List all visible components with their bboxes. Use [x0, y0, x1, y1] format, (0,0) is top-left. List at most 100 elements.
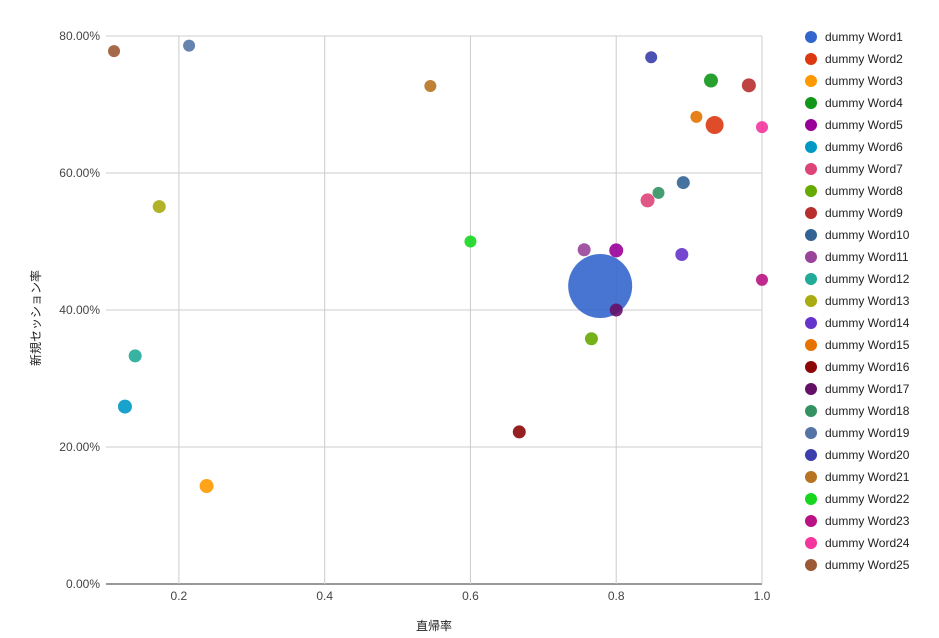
- legend-item: dummy Word19: [800, 422, 935, 444]
- y-tick-label: 20.00%: [59, 440, 100, 454]
- legend-item: dummy Word23: [800, 510, 935, 532]
- y-axis-title: 新規セッション率: [28, 270, 43, 366]
- legend-item: dummy Word18: [800, 400, 935, 422]
- legend-item: dummy Word1: [800, 26, 935, 48]
- legend-marker: [805, 339, 817, 351]
- legend-item: dummy Word5: [800, 114, 935, 136]
- legend-item: dummy Word11: [800, 246, 935, 268]
- legend-marker: [805, 229, 817, 241]
- legend-label: dummy Word13: [825, 294, 910, 308]
- legend-marker: [805, 493, 817, 505]
- data-point-13: [152, 200, 166, 214]
- data-points-layer: [108, 39, 768, 494]
- data-point-16: [512, 425, 526, 439]
- legend-item: dummy Word15: [800, 334, 935, 356]
- legend-marker: [805, 141, 817, 153]
- data-point-1: [568, 254, 633, 319]
- legend-marker: [805, 449, 817, 461]
- data-point-18: [652, 186, 665, 199]
- y-tick-label: 60.00%: [59, 166, 100, 180]
- x-tick-label: 0.2: [171, 589, 188, 603]
- legend-marker: [805, 75, 817, 87]
- legend-label: dummy Word10: [825, 228, 910, 242]
- data-point-21: [424, 80, 437, 93]
- x-tick-label: 0.8: [608, 589, 625, 603]
- legend-item: dummy Word24: [800, 532, 935, 554]
- legend-label: dummy Word16: [825, 360, 910, 374]
- legend-marker: [805, 361, 817, 373]
- legend-item: dummy Word20: [800, 444, 935, 466]
- data-point-22: [464, 235, 477, 248]
- legend-item: dummy Word2: [800, 48, 935, 70]
- legend-item: dummy Word9: [800, 202, 935, 224]
- data-point-10: [676, 176, 690, 190]
- legend-label: dummy Word8: [825, 184, 903, 198]
- x-axis-title: 直帰率: [416, 618, 452, 633]
- data-point-19: [183, 39, 196, 52]
- y-tick-label: 40.00%: [59, 303, 100, 317]
- legend-label: dummy Word19: [825, 426, 910, 440]
- legend-label: dummy Word21: [825, 470, 910, 484]
- legend-label: dummy Word20: [825, 448, 910, 462]
- legend-label: dummy Word7: [825, 162, 903, 176]
- legend-marker: [805, 537, 817, 549]
- x-tick-label: 0.6: [462, 589, 479, 603]
- legend-item: dummy Word12: [800, 268, 935, 290]
- data-point-4: [703, 73, 718, 88]
- data-point-7: [640, 193, 655, 208]
- data-point-17: [609, 303, 623, 317]
- legend-label: dummy Word14: [825, 316, 910, 330]
- data-point-12: [128, 349, 142, 363]
- legend-marker: [805, 251, 817, 263]
- legend-marker: [805, 97, 817, 109]
- data-point-14: [675, 248, 689, 262]
- legend-marker: [805, 163, 817, 175]
- axis-layer: 0.00% 20.00% 40.00% 60.00% 80.00% 0.2 0.4 0.6 0.…: [59, 29, 770, 603]
- x-tick-label: 1.0: [754, 589, 771, 603]
- legend-item: dummy Word3: [800, 70, 935, 92]
- legend-marker: [805, 273, 817, 285]
- legend-marker: [805, 185, 817, 197]
- legend-item: dummy Word22: [800, 488, 935, 510]
- data-point-25: [108, 45, 121, 58]
- legend-item: dummy Word7: [800, 158, 935, 180]
- legend-item: dummy Word14: [800, 312, 935, 334]
- data-point-8: [584, 332, 598, 346]
- legend-label: dummy Word11: [825, 250, 909, 264]
- legend-item: dummy Word8: [800, 180, 935, 202]
- legend-item: dummy Word17: [800, 378, 935, 400]
- legend-marker: [805, 31, 817, 43]
- legend-item: dummy Word6: [800, 136, 935, 158]
- legend-item: dummy Word21: [800, 466, 935, 488]
- legend-label: dummy Word12: [825, 272, 910, 286]
- legend-label: dummy Word22: [825, 492, 910, 506]
- legend-label: dummy Word15: [825, 338, 910, 352]
- data-point-24: [756, 121, 768, 134]
- legend-marker: [805, 471, 817, 483]
- legend-marker: [805, 383, 817, 395]
- legend-label: dummy Word25: [825, 558, 910, 572]
- legend-marker: [805, 295, 817, 307]
- grid-layer: [106, 35, 763, 585]
- legend-item: dummy Word13: [800, 290, 935, 312]
- legend-label: dummy Word24: [825, 536, 910, 550]
- legend-label: dummy Word4: [825, 96, 903, 110]
- legend-marker: [805, 317, 817, 329]
- data-point-15: [690, 110, 703, 123]
- legend-label: dummy Word2: [825, 52, 903, 66]
- data-point-5: [609, 243, 624, 258]
- legend-label: dummy Word17: [825, 382, 910, 396]
- legend-label: dummy Word3: [825, 74, 903, 88]
- legend-label: dummy Word5: [825, 118, 903, 132]
- legend-marker: [805, 515, 817, 527]
- data-point-9: [741, 78, 756, 93]
- legend-marker: [805, 405, 817, 417]
- legend-item: dummy Word10: [800, 224, 935, 246]
- data-point-23: [756, 273, 768, 286]
- y-tick-label: 80.00%: [59, 29, 100, 43]
- legend-marker: [805, 207, 817, 219]
- legend-label: dummy Word18: [825, 404, 910, 418]
- data-point-2: [705, 116, 724, 135]
- data-point-3: [199, 479, 214, 494]
